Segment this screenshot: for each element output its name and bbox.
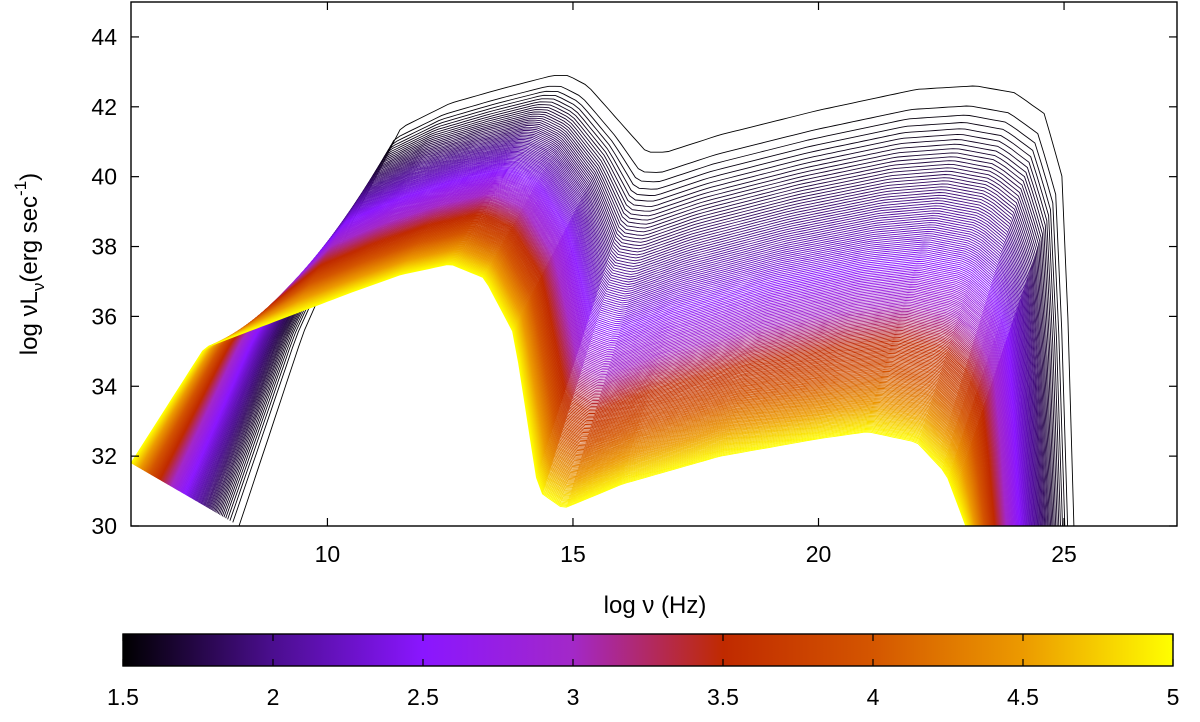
x-axis-label: log ν (Hz) xyxy=(604,592,707,619)
y-axis-label-subscript: ν xyxy=(29,283,48,292)
y-axis-label-close: ) xyxy=(16,173,43,181)
x-tick-label: 15 xyxy=(560,541,586,567)
y-axis-label-exponent: -1 xyxy=(11,181,30,196)
colorbar-tick-label: 4.5 xyxy=(1007,684,1039,710)
colorbar xyxy=(122,633,1174,667)
y-axis-label-unit: (erg sec xyxy=(16,196,43,283)
colorbar-tick-label: 3.5 xyxy=(707,684,739,710)
colorbar-tick-label: 1.5 xyxy=(107,684,139,710)
y-axis-label-main: log νL xyxy=(16,291,43,355)
colorbar-tick-label: 2 xyxy=(267,684,280,710)
x-tick-label: 25 xyxy=(1051,541,1077,567)
plot-frame xyxy=(130,1,1178,527)
colorbar-tick-label: 5 xyxy=(1167,684,1180,710)
y-tick-label: 42 xyxy=(91,94,117,120)
y-tick-label: 44 xyxy=(91,24,117,50)
x-tick-label: 10 xyxy=(315,541,341,567)
y-tick-label: 30 xyxy=(91,513,117,539)
y-tick-label: 40 xyxy=(91,164,117,190)
sed-curve xyxy=(131,264,967,526)
colorbar-tick-label: 3 xyxy=(567,684,580,710)
y-axis-label: log νLν(erg sec-1) xyxy=(11,173,48,355)
colorbar-tick-label: 4 xyxy=(867,684,880,710)
y-tick-label: 38 xyxy=(91,234,117,260)
x-tick-label: 20 xyxy=(806,541,832,567)
y-tick-label: 36 xyxy=(91,303,117,329)
colorbar-ticks: 1.5 2 2.5 3 3.5 4 4.5 5 xyxy=(107,634,1179,710)
x-axis-ticks: 10 15 20 25 xyxy=(315,2,1077,567)
y-tick-label: 34 xyxy=(91,373,117,399)
y-axis-ticks: 30 32 34 36 38 40 42 44 xyxy=(91,24,1177,539)
colorbar-tick-label: 2.5 xyxy=(407,684,439,710)
sed-curve-family xyxy=(131,74,1075,526)
y-tick-label: 32 xyxy=(91,443,117,469)
